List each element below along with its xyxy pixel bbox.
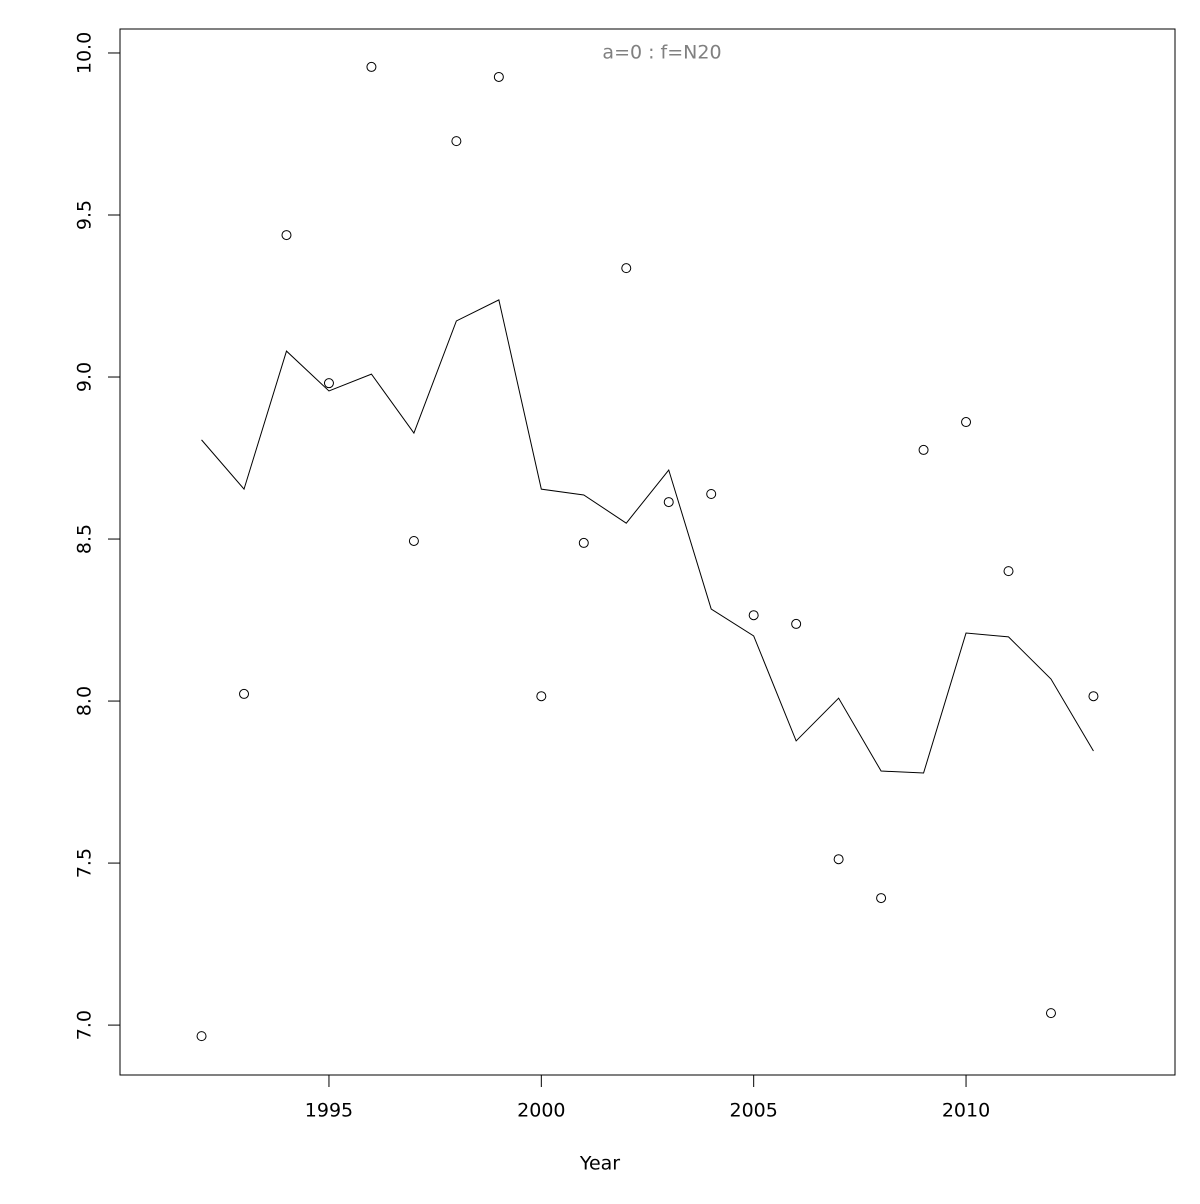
data-point bbox=[1045, 1008, 1056, 1019]
data-point bbox=[408, 535, 419, 546]
y-tick-label: 7.0 bbox=[74, 1010, 96, 1040]
y-tick-label: 9.5 bbox=[74, 200, 96, 230]
x-tick-label: 1995 bbox=[305, 1100, 353, 1122]
data-point bbox=[1003, 566, 1014, 577]
data-point bbox=[833, 854, 844, 865]
data-point bbox=[578, 537, 589, 548]
data-point bbox=[451, 136, 462, 147]
x-tick-label: 2010 bbox=[942, 1100, 990, 1122]
data-point bbox=[536, 691, 547, 702]
data-point bbox=[791, 618, 802, 629]
x-tick-label: 2000 bbox=[517, 1100, 565, 1122]
data-point bbox=[1088, 691, 1099, 702]
data-point bbox=[323, 378, 334, 389]
data-point bbox=[706, 488, 717, 499]
x-tick-label: 2005 bbox=[729, 1100, 777, 1122]
chart-title: a=0 : f=N20 bbox=[602, 42, 721, 64]
plot-box bbox=[119, 28, 1176, 1076]
data-point bbox=[239, 688, 250, 699]
data-point bbox=[961, 417, 972, 428]
data-point bbox=[621, 263, 632, 274]
y-tick-label: 9.0 bbox=[74, 362, 96, 392]
data-point bbox=[876, 893, 887, 904]
data-point bbox=[196, 1031, 207, 1042]
data-point bbox=[281, 230, 292, 241]
y-tick-label: 8.5 bbox=[74, 524, 96, 554]
y-tick-label: 7.5 bbox=[74, 848, 96, 878]
data-point bbox=[918, 444, 929, 455]
x-axis-label: Year bbox=[579, 1153, 620, 1175]
data-point bbox=[493, 71, 504, 82]
data-point bbox=[748, 610, 759, 621]
data-point bbox=[663, 497, 674, 508]
y-tick-label: 8.0 bbox=[74, 686, 96, 716]
data-line bbox=[201, 299, 1094, 774]
y-tick-label: 10.0 bbox=[74, 32, 96, 74]
data-point bbox=[366, 61, 377, 72]
